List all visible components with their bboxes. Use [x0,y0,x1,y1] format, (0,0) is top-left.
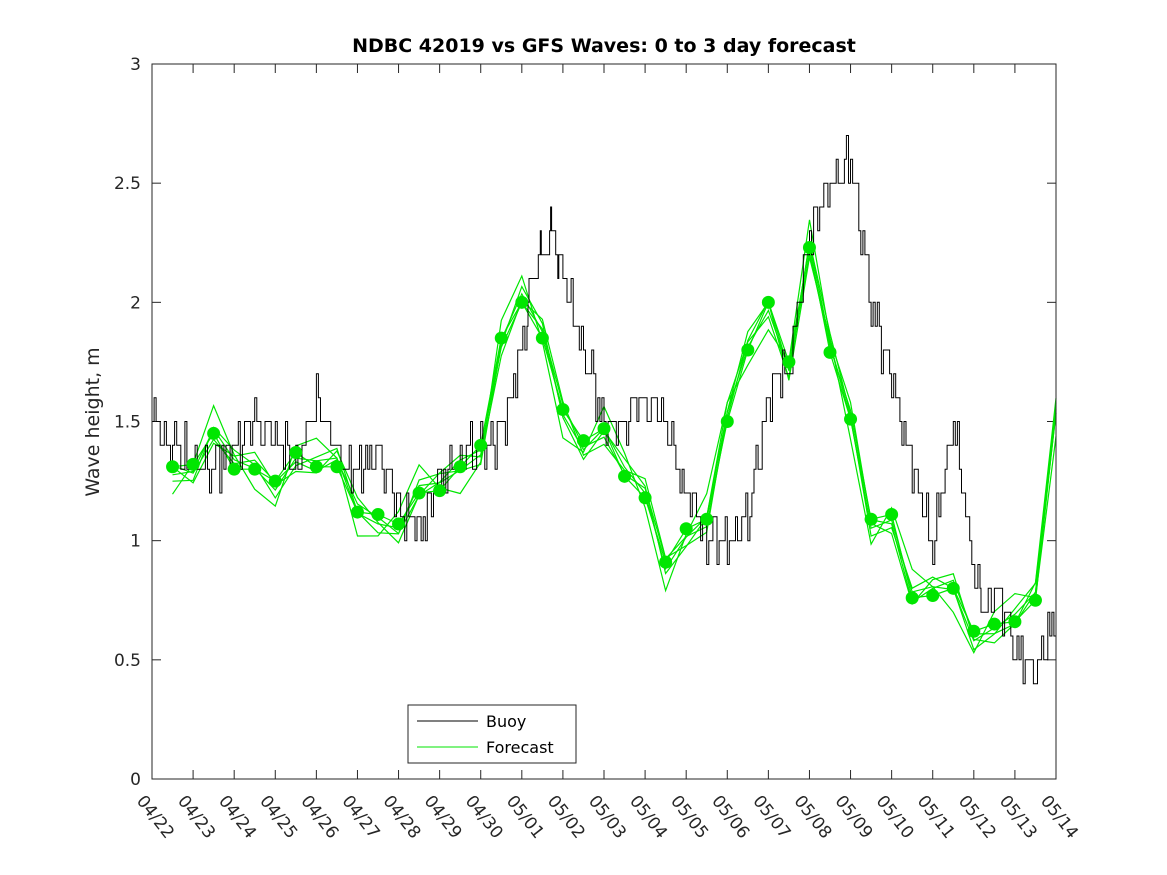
legend-buoy-label: Buoy [486,712,526,731]
forecast-line [172,219,1057,655]
y-tick-label: 0 [130,770,141,790]
forecast-point [638,491,652,505]
chart-title: NDBC 42019 vs GFS Waves: 0 to 3 day fore… [352,35,856,57]
y-tick-label: 2.5 [114,174,141,194]
forecast-point [618,469,632,483]
forecast-point [227,462,241,476]
forecast-point [392,517,406,531]
forecast-point [761,295,775,309]
forecast-point [885,507,899,521]
forecast-point [720,415,734,428]
legend-forecast-label: Forecast [486,738,554,757]
forecast-point [802,241,816,255]
forecast-points [166,241,1042,638]
y-tick-label: 2 [130,293,141,313]
forecast-point [597,422,611,436]
forecast-point [186,457,200,471]
y-ticks: 0 0.5 1 1.5 2 2.5 3 [114,55,1056,790]
forecast-point [905,591,919,605]
forecast-point [535,331,549,345]
forecast-point [782,355,796,369]
forecast-point [946,581,960,595]
forecast-point [659,555,673,569]
forecast-point [967,624,981,638]
forecast-point [679,522,693,536]
forecast-point [823,345,837,359]
forecast-point [700,512,714,526]
forecast-point [289,445,303,459]
y-tick-label: 1 [130,532,141,552]
forecast-point [987,617,1001,631]
forecast-point [248,462,262,476]
forecast-point [844,412,858,426]
legend: Buoy Forecast [407,704,577,764]
forecast-point [453,460,467,474]
y-axis-label: Wave height, m [82,347,104,496]
y-tick-label: 3 [130,55,141,75]
forecast-point [494,331,508,345]
legend-box [407,704,577,764]
plot-frame [151,63,1057,780]
y-tick-label: 1.5 [114,413,141,433]
forecast-point [350,505,364,519]
y-tick-label: 0.5 [114,651,141,671]
forecast-point [1028,593,1042,607]
forecast-point [926,588,940,602]
forecast-point [474,438,488,452]
forecast-point [1008,615,1022,629]
forecast-point [371,507,385,521]
buoy-line-group [152,135,1057,685]
forecast-point [330,460,344,474]
forecast-point [166,460,180,474]
forecast-point [864,512,878,526]
buoy-line [152,135,1057,685]
forecast-line [172,241,1057,651]
forecast-point [207,426,221,440]
forecast-point [576,434,590,448]
forecast-point [556,403,570,417]
forecast-point [433,484,447,498]
forecast-point [741,343,755,357]
forecast-point [309,460,323,474]
forecast-point [412,486,426,500]
forecast-point [268,474,282,488]
forecast-point [515,295,529,309]
